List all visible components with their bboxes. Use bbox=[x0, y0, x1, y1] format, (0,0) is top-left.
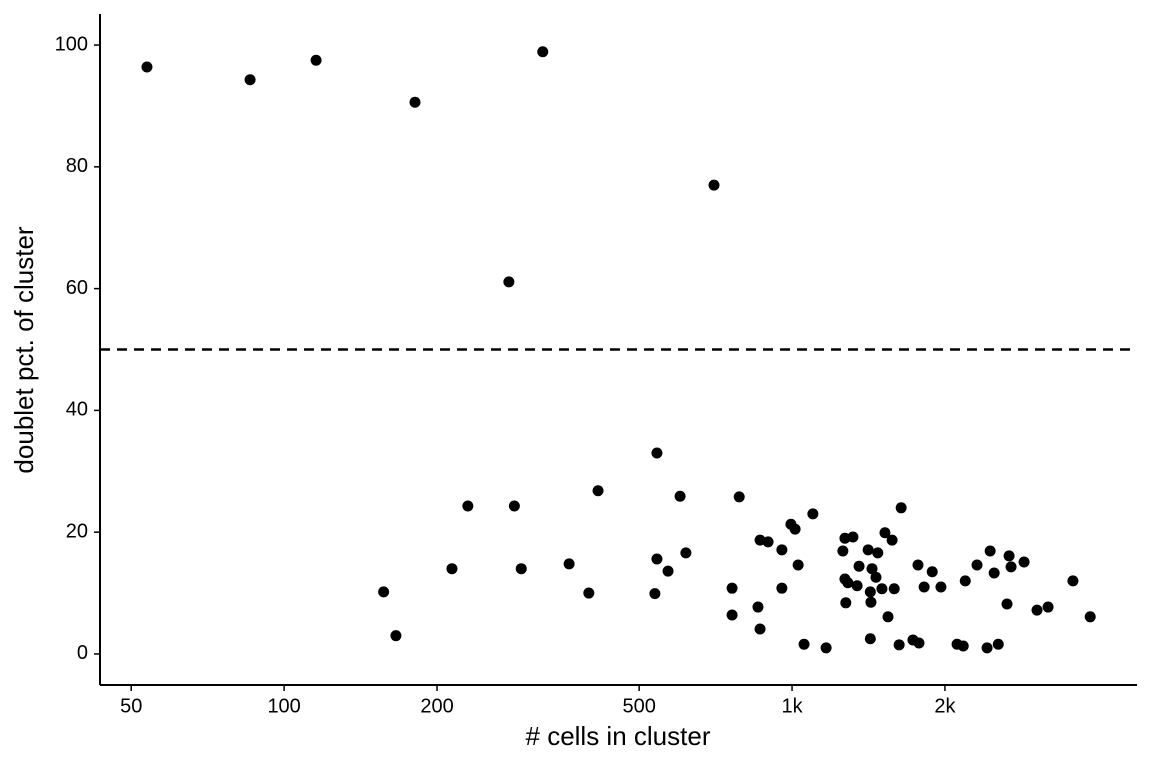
point bbox=[662, 565, 674, 577]
point bbox=[708, 179, 720, 191]
point bbox=[515, 563, 527, 575]
point bbox=[390, 630, 402, 642]
point bbox=[752, 601, 764, 613]
point bbox=[864, 633, 876, 645]
point bbox=[879, 527, 891, 539]
point bbox=[537, 46, 549, 58]
point bbox=[680, 547, 692, 559]
point bbox=[876, 583, 888, 595]
point bbox=[733, 491, 745, 503]
point bbox=[563, 558, 575, 570]
point bbox=[1018, 556, 1030, 568]
point bbox=[1042, 601, 1054, 613]
point bbox=[1067, 575, 1079, 587]
point bbox=[864, 586, 876, 598]
point bbox=[853, 560, 865, 572]
point bbox=[409, 96, 421, 108]
point bbox=[503, 276, 515, 288]
point bbox=[807, 508, 819, 520]
point bbox=[798, 638, 810, 650]
point bbox=[726, 582, 738, 594]
point bbox=[840, 597, 852, 609]
y-tick-label: 0 bbox=[77, 642, 88, 664]
point bbox=[912, 559, 924, 571]
y-tick-label: 40 bbox=[66, 399, 88, 421]
y-tick-label: 20 bbox=[66, 520, 88, 542]
y-axis-title: doublet pct. of cluster bbox=[9, 226, 39, 473]
point bbox=[462, 500, 474, 512]
point bbox=[959, 575, 971, 587]
point bbox=[674, 490, 686, 502]
point bbox=[893, 639, 905, 651]
point bbox=[792, 559, 804, 571]
y-tick-label: 100 bbox=[55, 33, 88, 55]
point bbox=[935, 581, 947, 593]
x-tick-label: 1k bbox=[781, 695, 803, 717]
x-tick-label: 2k bbox=[934, 695, 956, 717]
point bbox=[888, 583, 900, 595]
point bbox=[992, 638, 1004, 650]
point bbox=[837, 545, 849, 557]
point bbox=[862, 544, 874, 556]
point bbox=[649, 588, 661, 600]
point bbox=[882, 611, 894, 623]
point bbox=[847, 531, 859, 543]
x-tick-label: 500 bbox=[622, 695, 655, 717]
point bbox=[957, 640, 969, 652]
point bbox=[1003, 550, 1015, 562]
point bbox=[762, 536, 774, 548]
point bbox=[378, 586, 390, 598]
point bbox=[842, 577, 854, 589]
x-axis-title: # cells in cluster bbox=[526, 721, 711, 751]
point bbox=[820, 642, 832, 654]
point bbox=[508, 500, 520, 512]
point bbox=[446, 563, 458, 575]
x-tick-label: 200 bbox=[420, 695, 453, 717]
point bbox=[776, 544, 788, 556]
point bbox=[971, 559, 983, 571]
point bbox=[1005, 561, 1017, 573]
y-tick-label: 80 bbox=[66, 155, 88, 177]
point bbox=[918, 581, 930, 593]
point bbox=[1001, 598, 1013, 610]
point bbox=[651, 553, 663, 565]
point bbox=[1084, 611, 1096, 623]
point bbox=[1031, 604, 1043, 616]
point bbox=[926, 566, 938, 578]
point bbox=[872, 547, 884, 559]
point bbox=[870, 571, 882, 583]
point bbox=[754, 623, 766, 635]
point bbox=[789, 523, 801, 535]
point bbox=[244, 74, 256, 86]
point bbox=[866, 563, 878, 575]
point bbox=[592, 485, 604, 497]
point bbox=[886, 534, 898, 546]
point bbox=[865, 596, 877, 608]
point bbox=[310, 54, 322, 66]
point bbox=[726, 609, 738, 621]
point bbox=[988, 567, 1000, 579]
point bbox=[851, 580, 863, 592]
point bbox=[583, 587, 595, 599]
point bbox=[984, 545, 996, 557]
point bbox=[776, 582, 788, 594]
point bbox=[141, 61, 153, 73]
point bbox=[895, 502, 907, 514]
point bbox=[913, 637, 925, 649]
point bbox=[981, 642, 993, 654]
x-tick-label: 100 bbox=[267, 695, 300, 717]
x-tick-label: 50 bbox=[120, 695, 142, 717]
y-tick-label: 60 bbox=[66, 277, 88, 299]
point bbox=[651, 447, 663, 459]
